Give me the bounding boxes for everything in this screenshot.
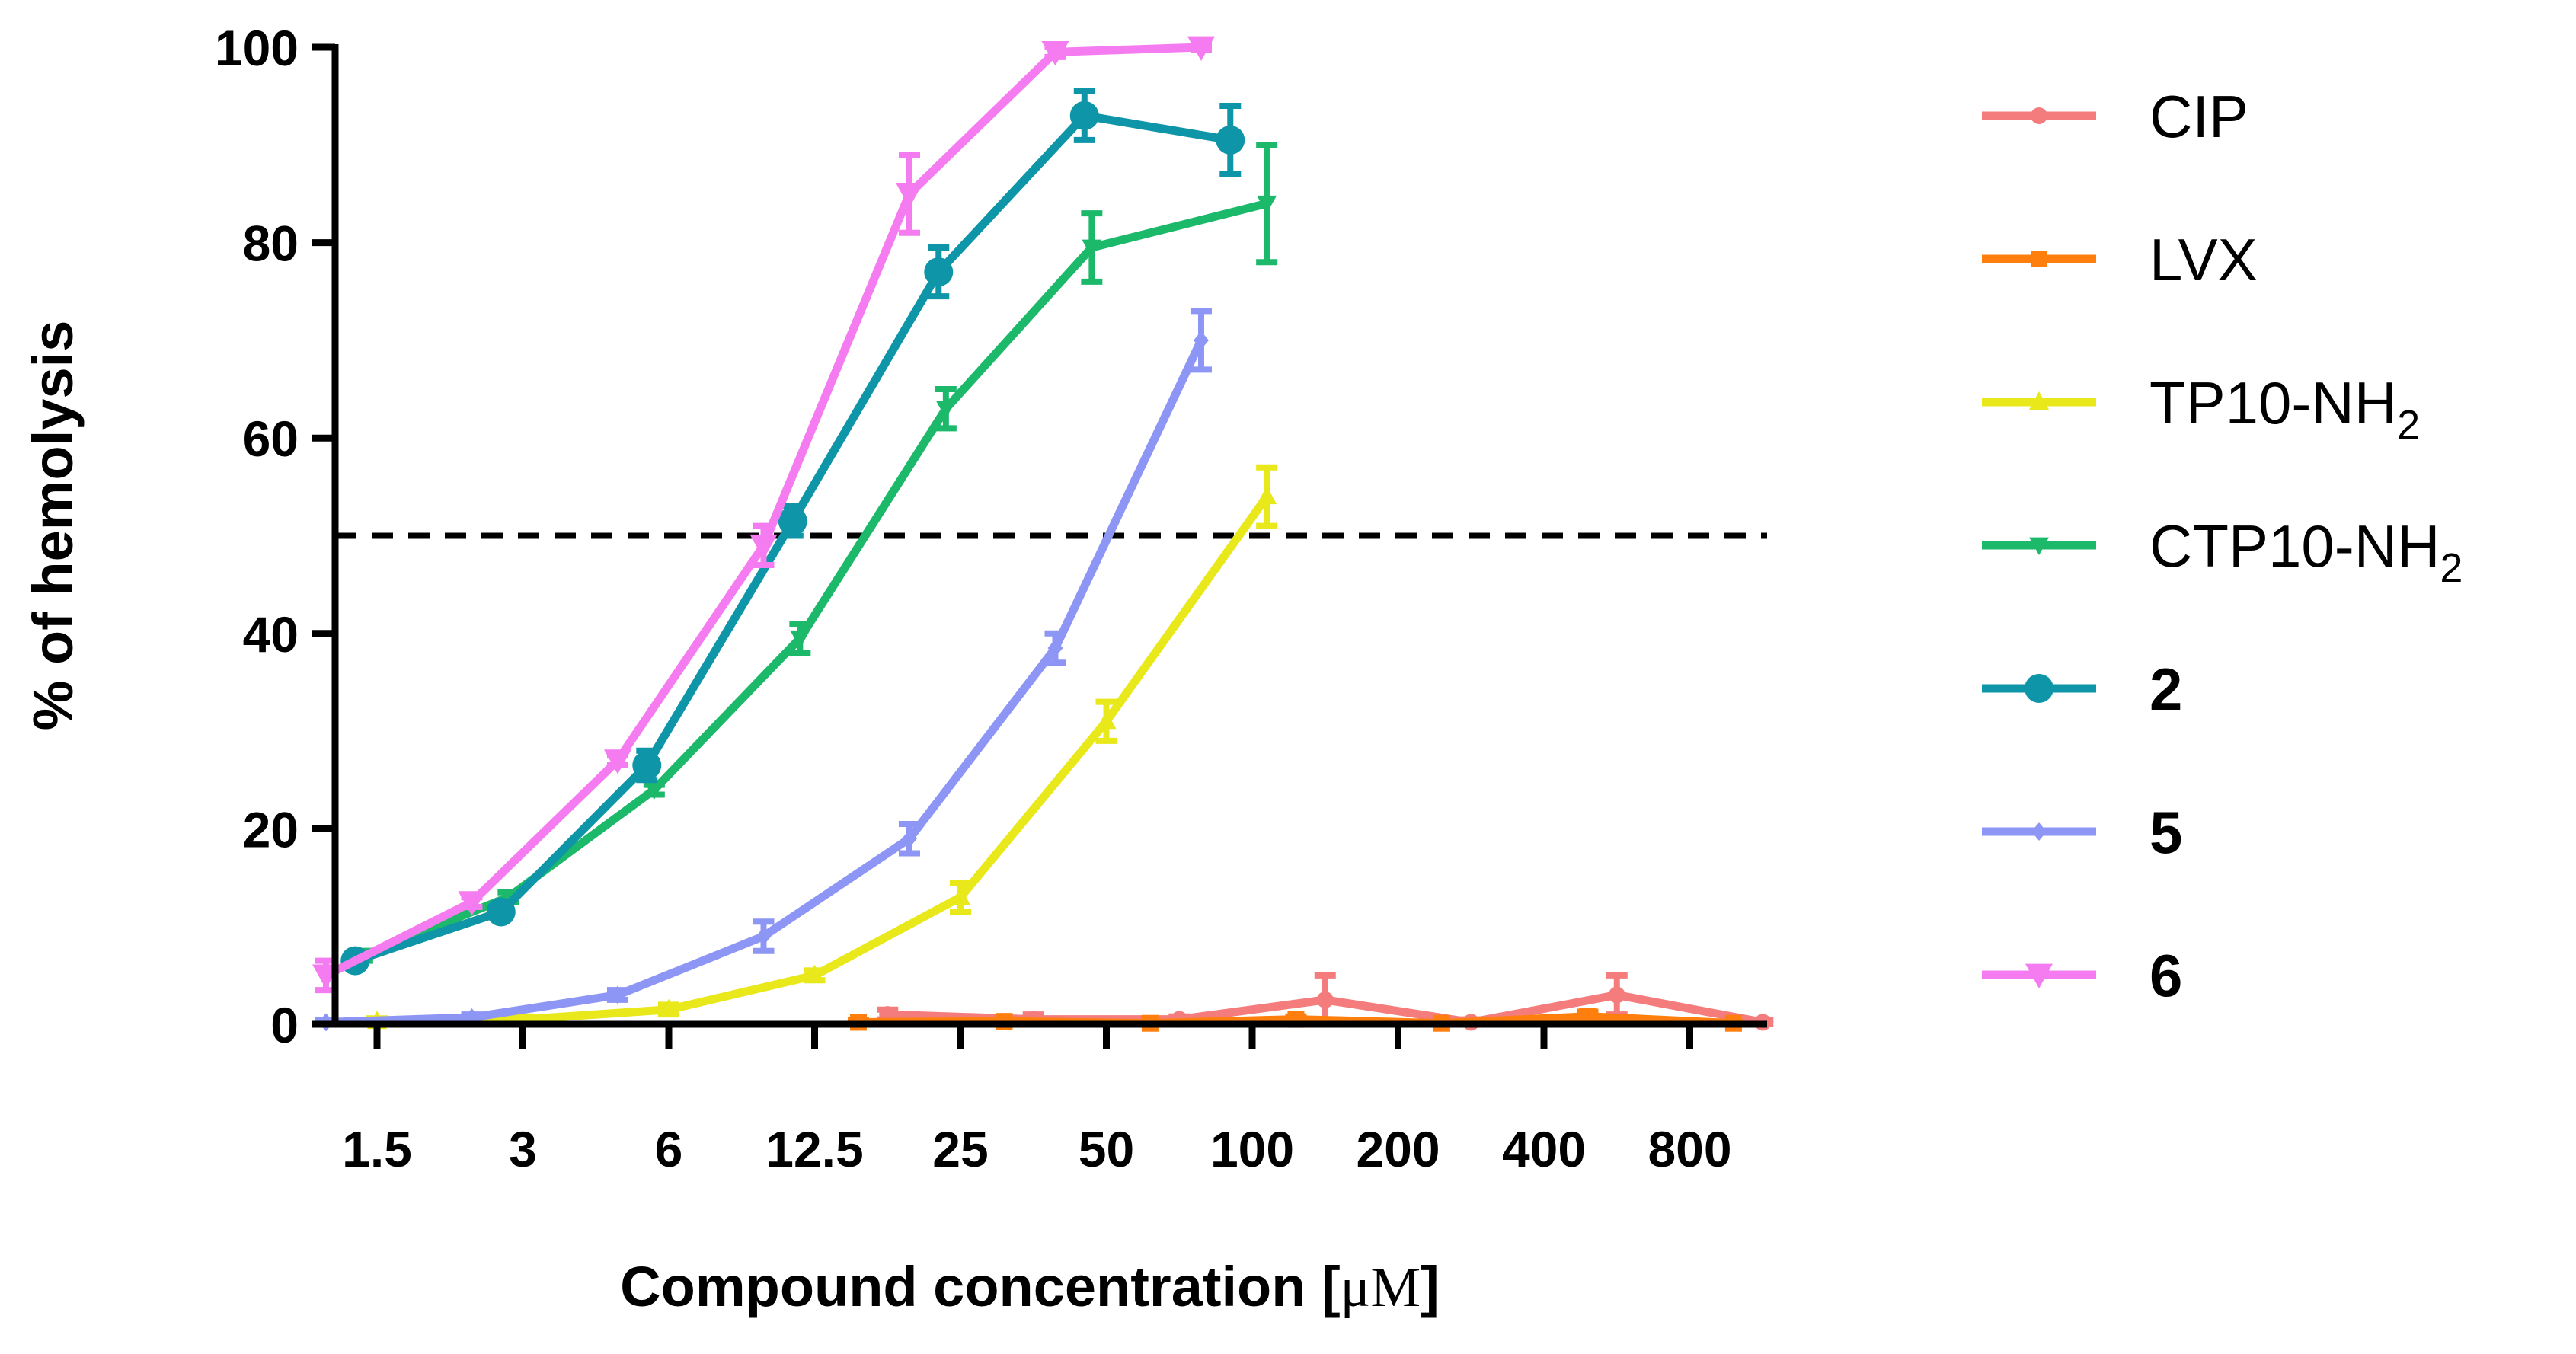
legend-item-cip: CIP (1982, 83, 2248, 150)
data-point (1257, 486, 1277, 505)
legend-label: CIP (2149, 83, 2248, 150)
data-point (632, 751, 662, 781)
data-point (1082, 239, 1102, 258)
series-2 (340, 88, 1245, 976)
series-line (321, 43, 1206, 980)
legend-item-5: 5 (1982, 799, 2182, 866)
x-tick-label: 100 (1210, 1121, 1294, 1177)
x-tick-label: 3 (509, 1121, 537, 1177)
data-point (2031, 822, 2047, 841)
x-tick-label: 1.5 (342, 1121, 412, 1177)
legend-item-tp10-nh2: TP10-NH2 (1982, 369, 2420, 448)
x-tick-label: 12.5 (765, 1121, 863, 1177)
x-axis-title-prefix: Compound concentration [ (620, 1255, 1341, 1318)
x-axis-title-suffix: ] (1421, 1255, 1440, 1318)
legend-label: TP10-NH2 (2149, 369, 2420, 448)
legend-label: LVX (2149, 226, 2258, 293)
y-axis-title: % of hemolysis (21, 321, 85, 731)
y-tick-label: 80 (243, 216, 299, 272)
data-point (951, 886, 970, 905)
data-point (1187, 36, 1215, 61)
data-point (1608, 986, 1625, 1004)
data-point (609, 985, 625, 1004)
legend-label: 6 (2149, 942, 2182, 1009)
data-point (1193, 331, 1209, 350)
x-tick-label: 800 (1648, 1121, 1731, 1177)
x-tick-label: 25 (932, 1121, 988, 1177)
data-point (1257, 195, 1277, 214)
data-point (1579, 1008, 1596, 1025)
x-tick-label: 50 (1079, 1121, 1134, 1177)
data-point (2031, 251, 2047, 267)
data-point (1096, 711, 1117, 730)
legend-item-2: 2 (1982, 656, 2182, 723)
data-point (895, 183, 923, 208)
data-point (2031, 107, 2047, 124)
data-point (1041, 41, 1069, 66)
series-5 (315, 308, 1212, 1032)
data-point (603, 749, 631, 774)
x-tick-label: 200 (1356, 1121, 1440, 1177)
y-tick-label: 0 (270, 997, 299, 1053)
data-point (778, 506, 807, 536)
data-point (1316, 991, 1334, 1008)
data-point (901, 829, 917, 848)
data-point (659, 998, 679, 1017)
data-point (458, 891, 486, 916)
x-tick-label: 400 (1502, 1121, 1586, 1177)
y-tick-label: 100 (215, 20, 299, 76)
x-axis-title: Compound concentration [μM] (620, 1255, 1440, 1319)
data-point (486, 897, 516, 927)
data-point (1047, 639, 1063, 658)
legend-item-lvx: LVX (1982, 226, 2258, 293)
series-6 (312, 36, 1215, 994)
y-tick-label: 20 (243, 801, 299, 857)
data-point (804, 964, 825, 983)
legend-item-ctp10-nh2: CTP10-NH2 (1982, 513, 2463, 591)
y-tick-label: 60 (243, 410, 299, 467)
legend-label: 2 (2149, 656, 2182, 723)
legend: CIP LVX TP10-NH2 CTP10-NH2 2 5 6 (1982, 83, 2463, 1009)
data-point (2025, 674, 2053, 703)
x-axis-title-unit: μM (1341, 1257, 1421, 1319)
legend-label: 5 (2149, 799, 2182, 866)
data-point (756, 927, 772, 946)
data-point (1069, 101, 1099, 130)
x-tick-label: 6 (655, 1121, 683, 1177)
data-point (935, 401, 956, 419)
legend-label: CTP10-NH2 (2149, 513, 2463, 591)
data-point (2029, 391, 2049, 410)
data-point (644, 781, 664, 800)
data-point (2029, 537, 2049, 555)
data-point (790, 630, 810, 649)
data-point (2025, 963, 2053, 988)
series-line (358, 199, 1271, 960)
data-point (1216, 125, 1245, 155)
y-tick-label: 40 (243, 606, 299, 663)
data-point (924, 257, 954, 287)
legend-item-6: 6 (1982, 942, 2182, 1009)
series-tp10-nh2 (366, 464, 1278, 1030)
series-line (372, 492, 1271, 1026)
series-ctp10-nh2 (351, 142, 1278, 966)
data-point (749, 534, 778, 560)
